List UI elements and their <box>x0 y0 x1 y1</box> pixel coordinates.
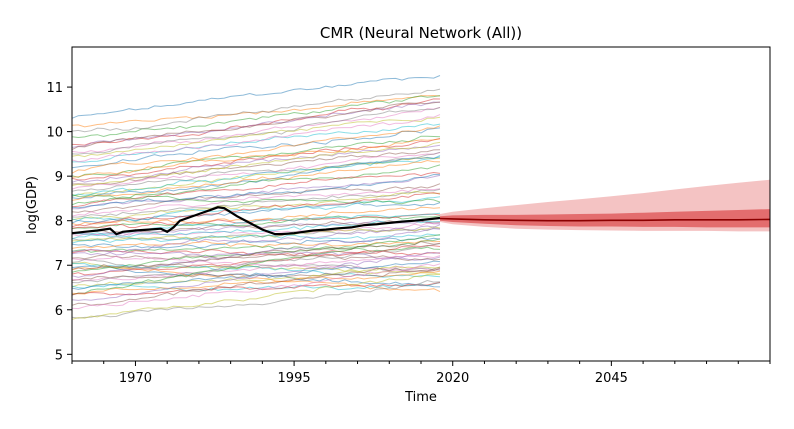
country-series-line <box>71 222 441 237</box>
country-series-line <box>71 164 441 206</box>
country-series-line <box>71 125 441 174</box>
country-series-line <box>71 106 441 154</box>
country-series-line <box>71 159 441 201</box>
y-tick-label: 6 <box>55 304 63 319</box>
country-series-line <box>71 173 441 209</box>
country-series-line <box>71 270 441 295</box>
y-tick-label: 7 <box>55 259 63 274</box>
country-series-line <box>71 95 441 139</box>
axes: 1970 1995 2020 2045 5 6 7 8 9 10 11 <box>46 81 771 386</box>
y-tick-label: 8 <box>55 215 63 230</box>
country-series-line <box>71 243 441 284</box>
plot-area <box>71 75 771 320</box>
country-series-line <box>71 279 441 319</box>
country-series-line <box>71 75 441 119</box>
x-tick-label: 1970 <box>119 371 152 386</box>
country-series-line <box>71 94 441 128</box>
country-series-line <box>71 241 441 271</box>
y-axis-label: log(GDP) <box>25 176 40 234</box>
country-series-line <box>71 273 441 320</box>
y-tick-label: 5 <box>55 348 63 363</box>
country-series-line <box>71 233 441 244</box>
country-series-line <box>71 253 441 262</box>
forecast-median-line <box>439 217 771 222</box>
country-series-line <box>71 251 441 301</box>
x-tick-label: 2020 <box>436 371 469 386</box>
country-series-line <box>71 144 441 183</box>
country-series-line <box>71 206 441 226</box>
country-series-line <box>71 190 441 221</box>
country-series-line <box>71 202 441 224</box>
country-series-line <box>71 149 441 185</box>
country-series-line <box>71 151 441 192</box>
country-series-line <box>71 265 441 288</box>
country-series-line <box>71 260 441 290</box>
country-series-line <box>71 141 441 186</box>
country-series-line <box>71 194 441 205</box>
country-series-line <box>71 192 441 228</box>
highlighted-series-line <box>71 206 441 236</box>
country-series-line <box>71 127 441 169</box>
country-series-line <box>71 263 441 310</box>
country-series-line <box>71 114 441 163</box>
country-series-line <box>71 219 441 240</box>
country-series-line <box>71 101 441 151</box>
country-series-line <box>71 156 441 200</box>
country-series-line <box>71 245 441 253</box>
country-series-line <box>71 88 441 133</box>
x-tick-label: 1995 <box>278 371 311 386</box>
x-axis-label: Time <box>404 390 437 405</box>
country-series-line <box>71 116 441 158</box>
country-series-line <box>71 188 441 217</box>
country-series-line <box>71 255 441 282</box>
forecast-inner-band <box>440 209 770 228</box>
country-series-line <box>71 267 441 306</box>
country-series-line <box>71 183 441 213</box>
y-tick-label: 10 <box>46 126 63 141</box>
country-series-line <box>71 249 441 256</box>
x-tick-label: 2045 <box>595 371 628 386</box>
y-tick-label: 9 <box>55 170 63 185</box>
country-series-line <box>71 224 441 253</box>
country-series-line <box>71 98 441 146</box>
chart-title: CMR (Neural Network (All)) <box>320 24 522 42</box>
country-series-line <box>71 138 441 178</box>
y-tick-label: 11 <box>46 81 63 96</box>
country-series-line <box>71 234 441 296</box>
country-series-line <box>72 123 441 163</box>
